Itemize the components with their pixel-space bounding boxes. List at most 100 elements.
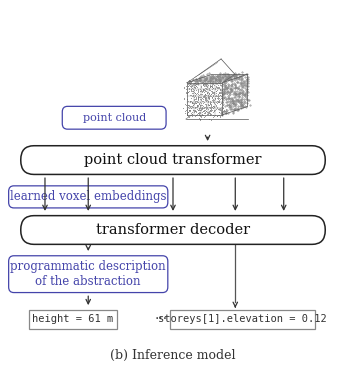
Point — [205, 99, 210, 105]
Point — [189, 92, 194, 98]
Point — [210, 90, 216, 96]
Point — [198, 96, 203, 102]
Point — [210, 85, 216, 91]
Point — [193, 84, 199, 89]
Point — [197, 86, 202, 92]
Point — [210, 96, 216, 102]
Point — [203, 82, 209, 88]
Point — [218, 82, 223, 88]
Point — [218, 92, 223, 98]
Point — [190, 107, 195, 113]
Point — [216, 91, 221, 96]
Point — [184, 91, 190, 96]
Point — [203, 77, 209, 83]
Point — [189, 100, 195, 106]
Point — [209, 90, 215, 96]
Point — [204, 91, 210, 96]
Point — [216, 80, 222, 86]
Point — [212, 113, 218, 118]
Point — [193, 100, 199, 106]
Point — [189, 82, 195, 88]
Text: transformer decoder: transformer decoder — [96, 223, 250, 237]
Point — [185, 82, 191, 88]
Point — [208, 84, 213, 90]
Text: programmatic description
of the abstraction: programmatic description of the abstract… — [10, 260, 166, 288]
Point — [213, 93, 218, 99]
Point — [201, 99, 207, 105]
Text: point cloud: point cloud — [83, 113, 146, 123]
Point — [220, 95, 225, 101]
Point — [191, 96, 197, 102]
Point — [209, 83, 215, 89]
Point — [188, 78, 193, 84]
Point — [201, 81, 207, 87]
Point — [197, 100, 202, 106]
Point — [201, 84, 207, 89]
Point — [210, 85, 216, 91]
Point — [188, 88, 194, 94]
Point — [194, 106, 200, 112]
Point — [206, 91, 212, 96]
Point — [192, 89, 198, 95]
Point — [185, 109, 191, 115]
Point — [209, 104, 215, 110]
Point — [205, 94, 211, 100]
Point — [206, 93, 212, 99]
Point — [203, 97, 208, 103]
FancyBboxPatch shape — [28, 310, 117, 329]
Point — [215, 98, 220, 104]
Point — [185, 113, 191, 119]
Point — [209, 104, 215, 110]
Point — [187, 99, 192, 105]
Point — [208, 83, 213, 89]
Point — [209, 84, 215, 90]
Point — [188, 81, 193, 87]
Point — [190, 92, 195, 98]
Point — [216, 93, 221, 99]
Point — [200, 86, 206, 92]
Point — [202, 109, 208, 115]
Point — [209, 95, 215, 101]
Point — [202, 101, 208, 107]
Point — [201, 98, 206, 104]
Point — [186, 103, 192, 109]
Point — [191, 108, 196, 114]
Point — [206, 105, 212, 110]
Point — [199, 89, 204, 95]
Point — [203, 103, 209, 109]
Point — [215, 95, 221, 101]
Point — [201, 81, 206, 87]
Point — [184, 110, 190, 116]
Point — [199, 105, 204, 111]
Point — [191, 88, 196, 94]
Point — [186, 109, 191, 114]
Point — [201, 87, 207, 93]
Point — [182, 108, 188, 114]
Point — [188, 110, 194, 116]
Point — [202, 91, 208, 96]
Point — [204, 90, 210, 96]
Point — [210, 98, 216, 104]
Point — [189, 100, 195, 106]
Point — [217, 88, 222, 93]
Point — [211, 108, 216, 114]
Point — [187, 78, 192, 84]
Point — [219, 98, 225, 103]
Point — [208, 102, 214, 107]
Point — [210, 93, 216, 99]
FancyBboxPatch shape — [21, 216, 325, 244]
Point — [188, 81, 193, 86]
Point — [220, 111, 226, 117]
Point — [199, 95, 204, 100]
Point — [183, 86, 189, 92]
Point — [194, 98, 200, 104]
Point — [203, 92, 209, 98]
Point — [193, 83, 199, 89]
Point — [216, 93, 221, 99]
Point — [185, 83, 191, 89]
Point — [219, 91, 225, 96]
Point — [186, 107, 191, 113]
Point — [188, 78, 194, 84]
Point — [209, 93, 215, 99]
Point — [198, 107, 204, 113]
